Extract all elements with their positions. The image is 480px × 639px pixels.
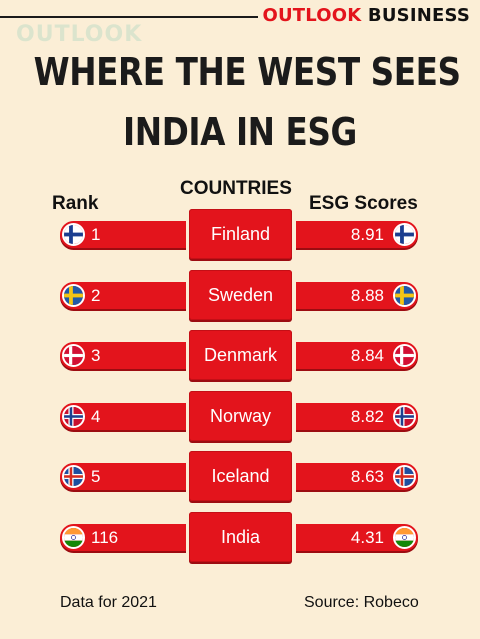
india-flag-icon bbox=[393, 526, 416, 549]
rank-value: 5 bbox=[91, 467, 101, 486]
rank-pill: 116 bbox=[60, 524, 186, 551]
country-name: Sweden bbox=[207, 284, 274, 305]
brand-business: BUSINESS bbox=[367, 5, 470, 26]
iceland-flag-icon bbox=[62, 465, 85, 488]
score-value: 4.31 bbox=[350, 528, 384, 547]
scores-column-header: ESG Scores bbox=[309, 193, 418, 214]
score-pill: 8.63 bbox=[296, 463, 418, 490]
score-value: 8.91 bbox=[350, 225, 384, 244]
brand-outlook: OUTLOOK bbox=[262, 5, 362, 26]
country-box: India bbox=[189, 512, 292, 562]
country-name: Denmark bbox=[203, 344, 278, 365]
sweden-flag-icon bbox=[62, 284, 85, 307]
rank-pill: 2 bbox=[60, 282, 186, 309]
brand-logo: OUTLOOK BUSINESS bbox=[262, 5, 470, 26]
country-name: Norway bbox=[209, 405, 271, 426]
country-name: India bbox=[220, 526, 261, 547]
table-row: 5 Iceland 8.63 bbox=[0, 449, 480, 509]
norway-flag-icon bbox=[62, 405, 85, 428]
rank-pill: 5 bbox=[60, 463, 186, 490]
header-rule bbox=[0, 16, 258, 18]
table-row: 116 India 4.31 bbox=[0, 510, 480, 570]
watermark: OUTLOOK bbox=[16, 22, 143, 47]
country-box: Iceland bbox=[189, 451, 292, 501]
footer-source: Source: Robeco bbox=[304, 594, 419, 611]
footer-note: Data for 2021 bbox=[60, 594, 157, 611]
country-box: Norway bbox=[189, 391, 292, 441]
india-flag-icon bbox=[62, 526, 85, 549]
finland-flag-icon bbox=[62, 223, 85, 246]
page-title-line2: INDIA IN ESG bbox=[123, 110, 357, 154]
countries-column-header: COUNTRIES bbox=[180, 178, 292, 199]
rank-pill: 3 bbox=[60, 342, 186, 369]
table-row: 4 Norway 8.82 bbox=[0, 389, 480, 449]
score-pill: 4.31 bbox=[296, 524, 418, 551]
table-row: 1 Finland 8.91 bbox=[0, 207, 480, 267]
sweden-flag-icon bbox=[393, 284, 416, 307]
page-title-line1: WHERE THE WEST SEES bbox=[33, 50, 462, 94]
rank-pill: 1 bbox=[60, 221, 186, 248]
score-pill: 8.88 bbox=[296, 282, 418, 309]
finland-flag-icon bbox=[393, 223, 416, 246]
score-value: 8.82 bbox=[350, 407, 384, 426]
denmark-flag-icon bbox=[62, 344, 85, 367]
country-box: Denmark bbox=[189, 330, 292, 380]
rank-value: 3 bbox=[91, 346, 101, 365]
score-pill: 8.91 bbox=[296, 221, 418, 248]
table-row: 3 Denmark 8.84 bbox=[0, 328, 480, 388]
table-row: 2 Sweden 8.88 bbox=[0, 268, 480, 328]
rank-pill: 4 bbox=[60, 403, 186, 430]
score-pill: 8.82 bbox=[296, 403, 418, 430]
rank-value: 116 bbox=[91, 528, 119, 547]
country-name: Finland bbox=[210, 223, 271, 244]
rank-value: 1 bbox=[91, 225, 101, 244]
country-box: Sweden bbox=[189, 270, 292, 320]
iceland-flag-icon bbox=[393, 465, 416, 488]
norway-flag-icon bbox=[393, 405, 416, 428]
rank-column-header: Rank bbox=[52, 193, 99, 214]
rank-value: 4 bbox=[91, 407, 101, 426]
country-name: Iceland bbox=[211, 465, 270, 486]
score-value: 8.88 bbox=[350, 286, 384, 305]
denmark-flag-icon bbox=[393, 344, 416, 367]
country-box: Finland bbox=[189, 209, 292, 259]
score-value: 8.84 bbox=[350, 346, 384, 365]
score-value: 8.63 bbox=[350, 467, 384, 486]
rank-value: 2 bbox=[91, 286, 101, 305]
score-pill: 8.84 bbox=[296, 342, 418, 369]
